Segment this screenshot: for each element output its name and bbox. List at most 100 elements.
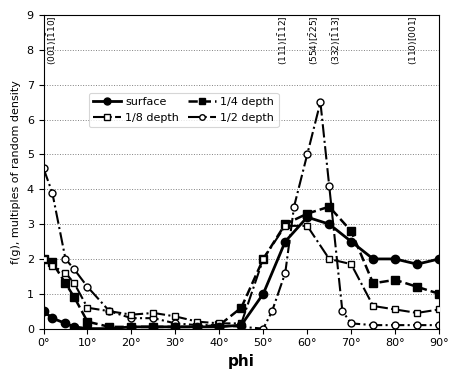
- 1/2 depth: [282, 271, 287, 275]
- 1/2 depth: [339, 309, 344, 314]
- 1/8 depth: [172, 314, 178, 319]
- surface: [304, 215, 309, 219]
- surface: [194, 325, 200, 329]
- 1/8 depth: [129, 312, 134, 317]
- surface: [50, 316, 55, 320]
- 1/4 depth: [326, 204, 331, 209]
- surface: [326, 222, 331, 226]
- 1/4 depth: [172, 325, 178, 329]
- 1/8 depth: [326, 256, 331, 261]
- 1/4 depth: [347, 229, 353, 233]
- surface: [369, 256, 375, 261]
- 1/8 depth: [62, 271, 68, 275]
- surface: [71, 325, 77, 329]
- Text: $(110)[001]$: $(110)[001]$: [406, 15, 418, 65]
- 1/2 depth: [269, 309, 274, 314]
- surface: [238, 323, 244, 328]
- 1/8 depth: [71, 281, 77, 286]
- 1/8 depth: [41, 256, 46, 261]
- 1/2 depth: [392, 323, 397, 328]
- surface: [62, 321, 68, 326]
- 1/2 depth: [436, 323, 441, 328]
- Line: 1/8 depth: 1/8 depth: [40, 222, 442, 327]
- X-axis label: phi: phi: [227, 354, 254, 369]
- 1/8 depth: [238, 321, 244, 326]
- 1/4 depth: [84, 319, 90, 324]
- 1/4 depth: [50, 260, 55, 265]
- surface: [282, 239, 287, 244]
- 1/4 depth: [369, 281, 375, 286]
- 1/8 depth: [347, 262, 353, 266]
- 1/2 depth: [71, 267, 77, 272]
- 1/2 depth: [326, 184, 331, 188]
- 1/2 depth: [317, 100, 323, 104]
- 1/4 depth: [414, 285, 419, 289]
- 1/2 depth: [194, 323, 200, 328]
- 1/4 depth: [194, 325, 200, 329]
- Text: $(332)[\bar{1}13]$: $(332)[\bar{1}13]$: [328, 15, 342, 65]
- 1/4 depth: [436, 291, 441, 296]
- 1/8 depth: [216, 321, 222, 326]
- 1/8 depth: [369, 304, 375, 308]
- surface: [347, 239, 353, 244]
- 1/4 depth: [392, 277, 397, 282]
- 1/4 depth: [71, 295, 77, 299]
- surface: [41, 309, 46, 314]
- 1/2 depth: [347, 321, 353, 326]
- 1/4 depth: [41, 256, 46, 261]
- surface: [106, 326, 112, 331]
- 1/2 depth: [150, 316, 156, 320]
- surface: [436, 256, 441, 261]
- 1/8 depth: [414, 311, 419, 315]
- 1/4 depth: [62, 281, 68, 286]
- 1/2 depth: [238, 325, 244, 329]
- surface: [260, 291, 265, 296]
- surface: [150, 325, 156, 329]
- 1/8 depth: [84, 306, 90, 310]
- 1/2 depth: [260, 326, 265, 331]
- surface: [84, 326, 90, 331]
- 1/2 depth: [62, 256, 68, 261]
- 1/4 depth: [150, 325, 156, 329]
- 1/8 depth: [150, 311, 156, 315]
- 1/2 depth: [304, 152, 309, 157]
- 1/8 depth: [436, 307, 441, 312]
- Line: 1/4 depth: 1/4 depth: [39, 203, 442, 331]
- 1/8 depth: [50, 264, 55, 268]
- 1/8 depth: [260, 256, 265, 261]
- 1/2 depth: [129, 316, 134, 320]
- 1/2 depth: [50, 190, 55, 195]
- 1/8 depth: [392, 307, 397, 312]
- 1/2 depth: [216, 323, 222, 328]
- 1/8 depth: [106, 309, 112, 314]
- 1/4 depth: [129, 325, 134, 329]
- 1/8 depth: [304, 223, 309, 228]
- surface: [392, 256, 397, 261]
- 1/8 depth: [282, 223, 287, 228]
- 1/2 depth: [172, 321, 178, 326]
- Text: $(554)[\bar{2}25]$: $(554)[\bar{2}25]$: [306, 15, 320, 65]
- 1/2 depth: [414, 323, 419, 328]
- 1/4 depth: [106, 325, 112, 329]
- Y-axis label: f(g), multiples of random density: f(g), multiples of random density: [11, 80, 21, 264]
- surface: [172, 325, 178, 329]
- 1/4 depth: [304, 211, 309, 216]
- 1/2 depth: [291, 204, 296, 209]
- 1/2 depth: [369, 323, 375, 328]
- Text: $(001)[\bar{1}10]$: $(001)[\bar{1}10]$: [45, 15, 59, 65]
- Line: surface: surface: [39, 213, 442, 333]
- 1/2 depth: [106, 309, 112, 314]
- surface: [216, 325, 222, 329]
- Text: $(111)[\bar{1}12]$: $(111)[\bar{1}12]$: [275, 15, 289, 65]
- 1/4 depth: [260, 256, 265, 261]
- Legend: surface, 1/8 depth, 1/4 depth, 1/2 depth: surface, 1/8 depth, 1/4 depth, 1/2 depth: [89, 93, 278, 127]
- surface: [129, 325, 134, 329]
- 1/4 depth: [216, 323, 222, 328]
- 1/4 depth: [238, 306, 244, 310]
- 1/2 depth: [84, 285, 90, 289]
- Line: 1/2 depth: 1/2 depth: [40, 99, 442, 332]
- 1/4 depth: [282, 222, 287, 226]
- surface: [414, 262, 419, 266]
- 1/8 depth: [194, 319, 200, 324]
- 1/2 depth: [41, 166, 46, 171]
